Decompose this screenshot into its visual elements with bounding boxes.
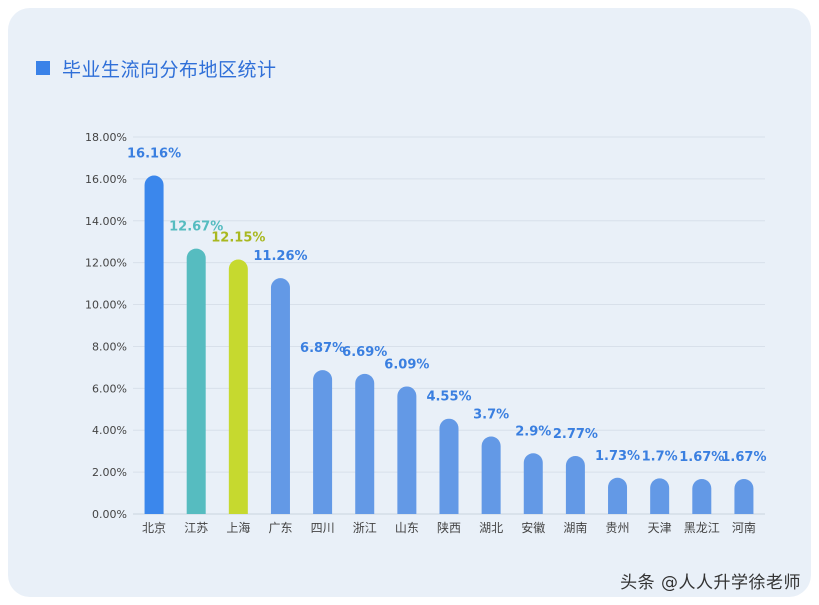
x-tick-label: 山东 xyxy=(395,521,419,535)
data-label: 1.67% xyxy=(679,450,724,465)
y-tick-label: 18.00% xyxy=(85,131,127,144)
bar xyxy=(692,479,712,514)
data-label: 1.7% xyxy=(642,449,678,464)
x-tick-label: 浙江 xyxy=(353,521,377,535)
bar xyxy=(523,453,543,514)
data-label: 4.55% xyxy=(426,390,471,405)
y-tick-label: 6.00% xyxy=(92,382,127,395)
bar xyxy=(608,477,628,514)
y-tick-label: 10.00% xyxy=(85,299,127,312)
watermark: 头条 @人人升学徐老师 xyxy=(620,573,801,593)
y-tick-label: 12.00% xyxy=(85,257,127,270)
bar xyxy=(734,479,754,514)
x-tick-label: 黑龙江 xyxy=(684,521,720,535)
x-tick-label: 天津 xyxy=(648,521,672,535)
y-tick-label: 16.00% xyxy=(85,173,127,186)
data-label: 6.09% xyxy=(384,357,429,372)
x-tick-label: 陕西 xyxy=(437,520,461,535)
x-tick-label: 上海 xyxy=(226,520,250,535)
x-tick-label: 安徽 xyxy=(521,520,545,535)
bar xyxy=(228,259,248,514)
data-label: 3.7% xyxy=(473,408,509,423)
y-tick-label: 8.00% xyxy=(92,340,127,353)
x-tick-label: 北京 xyxy=(142,521,166,535)
data-label: 12.67% xyxy=(169,220,223,235)
bar xyxy=(481,436,501,514)
x-tick-label: 湖北 xyxy=(479,520,503,535)
data-label: 11.26% xyxy=(253,249,307,264)
bar xyxy=(565,455,585,514)
data-label: 2.77% xyxy=(553,427,598,442)
x-tick-label: 贵州 xyxy=(606,521,630,535)
y-tick-label: 2.00% xyxy=(92,466,127,479)
chart-title: 毕业生流向分布地区统计 xyxy=(62,58,277,81)
bar xyxy=(650,478,670,514)
x-tick-label: 广东 xyxy=(268,521,292,535)
bar xyxy=(270,278,290,514)
bar xyxy=(397,386,417,514)
bar xyxy=(313,370,333,514)
data-label: 1.73% xyxy=(595,449,640,464)
x-tick-label: 江苏 xyxy=(184,521,208,535)
data-label: 6.87% xyxy=(300,341,345,356)
data-label: 2.9% xyxy=(515,424,551,439)
bar xyxy=(439,418,459,514)
bar xyxy=(144,175,164,514)
bar xyxy=(186,248,206,514)
bar xyxy=(355,373,375,514)
title-square-icon xyxy=(36,61,50,75)
chart-title-group: 毕业生流向分布地区统计 xyxy=(36,56,277,81)
x-tick-label: 河南 xyxy=(732,520,756,535)
data-label: 6.69% xyxy=(342,345,387,360)
y-tick-label: 4.00% xyxy=(92,424,127,437)
data-label: 1.67% xyxy=(721,450,766,465)
x-tick-label: 湖南 xyxy=(563,520,587,535)
data-label: 16.16% xyxy=(127,147,181,162)
data-label: 12.15% xyxy=(211,231,265,246)
x-tick-label: 四川 xyxy=(311,521,335,535)
y-tick-label: 0.00% xyxy=(92,508,127,521)
y-tick-label: 14.00% xyxy=(85,215,127,228)
